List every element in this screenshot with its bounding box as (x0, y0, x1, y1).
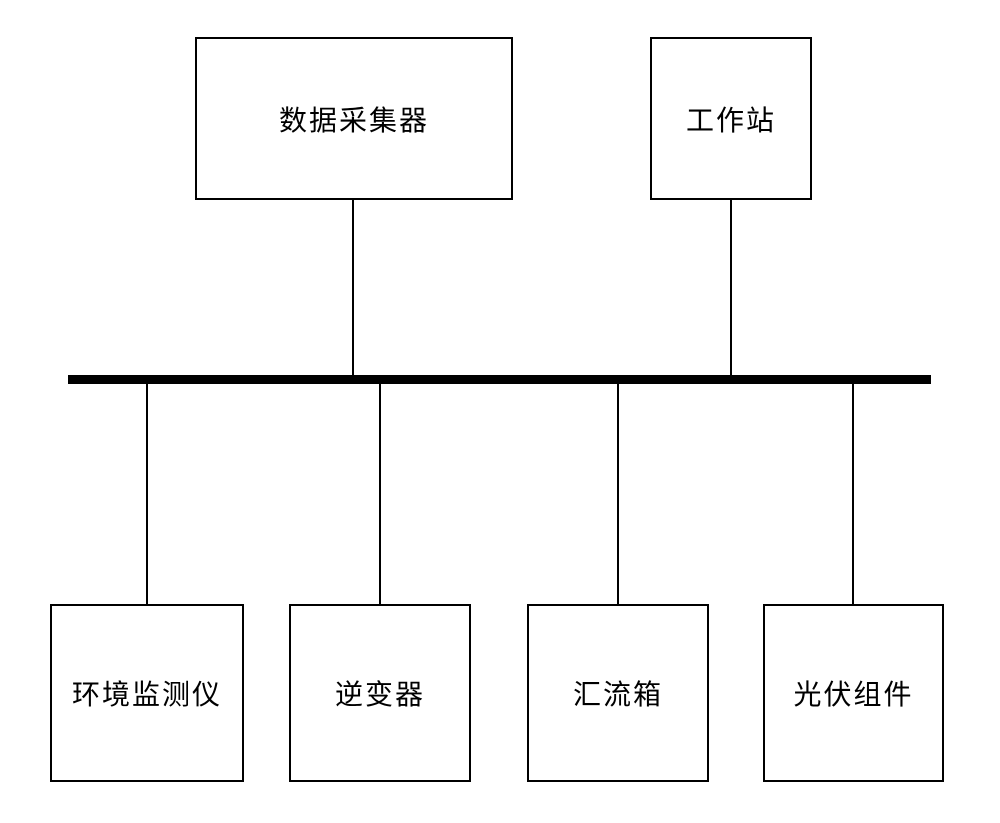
connector-data-collector (352, 200, 354, 375)
node-label: 数据采集器 (279, 99, 429, 139)
node-label: 工作站 (686, 99, 776, 139)
connector-workstation (730, 200, 732, 375)
connector-combiner (617, 384, 619, 604)
node-label: 汇流箱 (573, 673, 663, 713)
connector-inverter (379, 384, 381, 604)
node-env-monitor: 环境监测仪 (50, 604, 244, 782)
node-label: 环境监测仪 (72, 673, 222, 713)
node-data-collector: 数据采集器 (195, 37, 513, 200)
node-label: 光伏组件 (793, 673, 913, 713)
bus-line (68, 375, 931, 384)
node-combiner: 汇流箱 (527, 604, 709, 782)
node-pv-module: 光伏组件 (763, 604, 944, 782)
node-inverter: 逆变器 (289, 604, 471, 782)
connector-env-monitor (146, 384, 148, 604)
connector-pv-module (852, 384, 854, 604)
system-diagram: 数据采集器 工作站 环境监测仪 逆变器 汇流箱 光伏组件 (0, 0, 1000, 823)
node-workstation: 工作站 (650, 37, 812, 200)
node-label: 逆变器 (335, 673, 425, 713)
